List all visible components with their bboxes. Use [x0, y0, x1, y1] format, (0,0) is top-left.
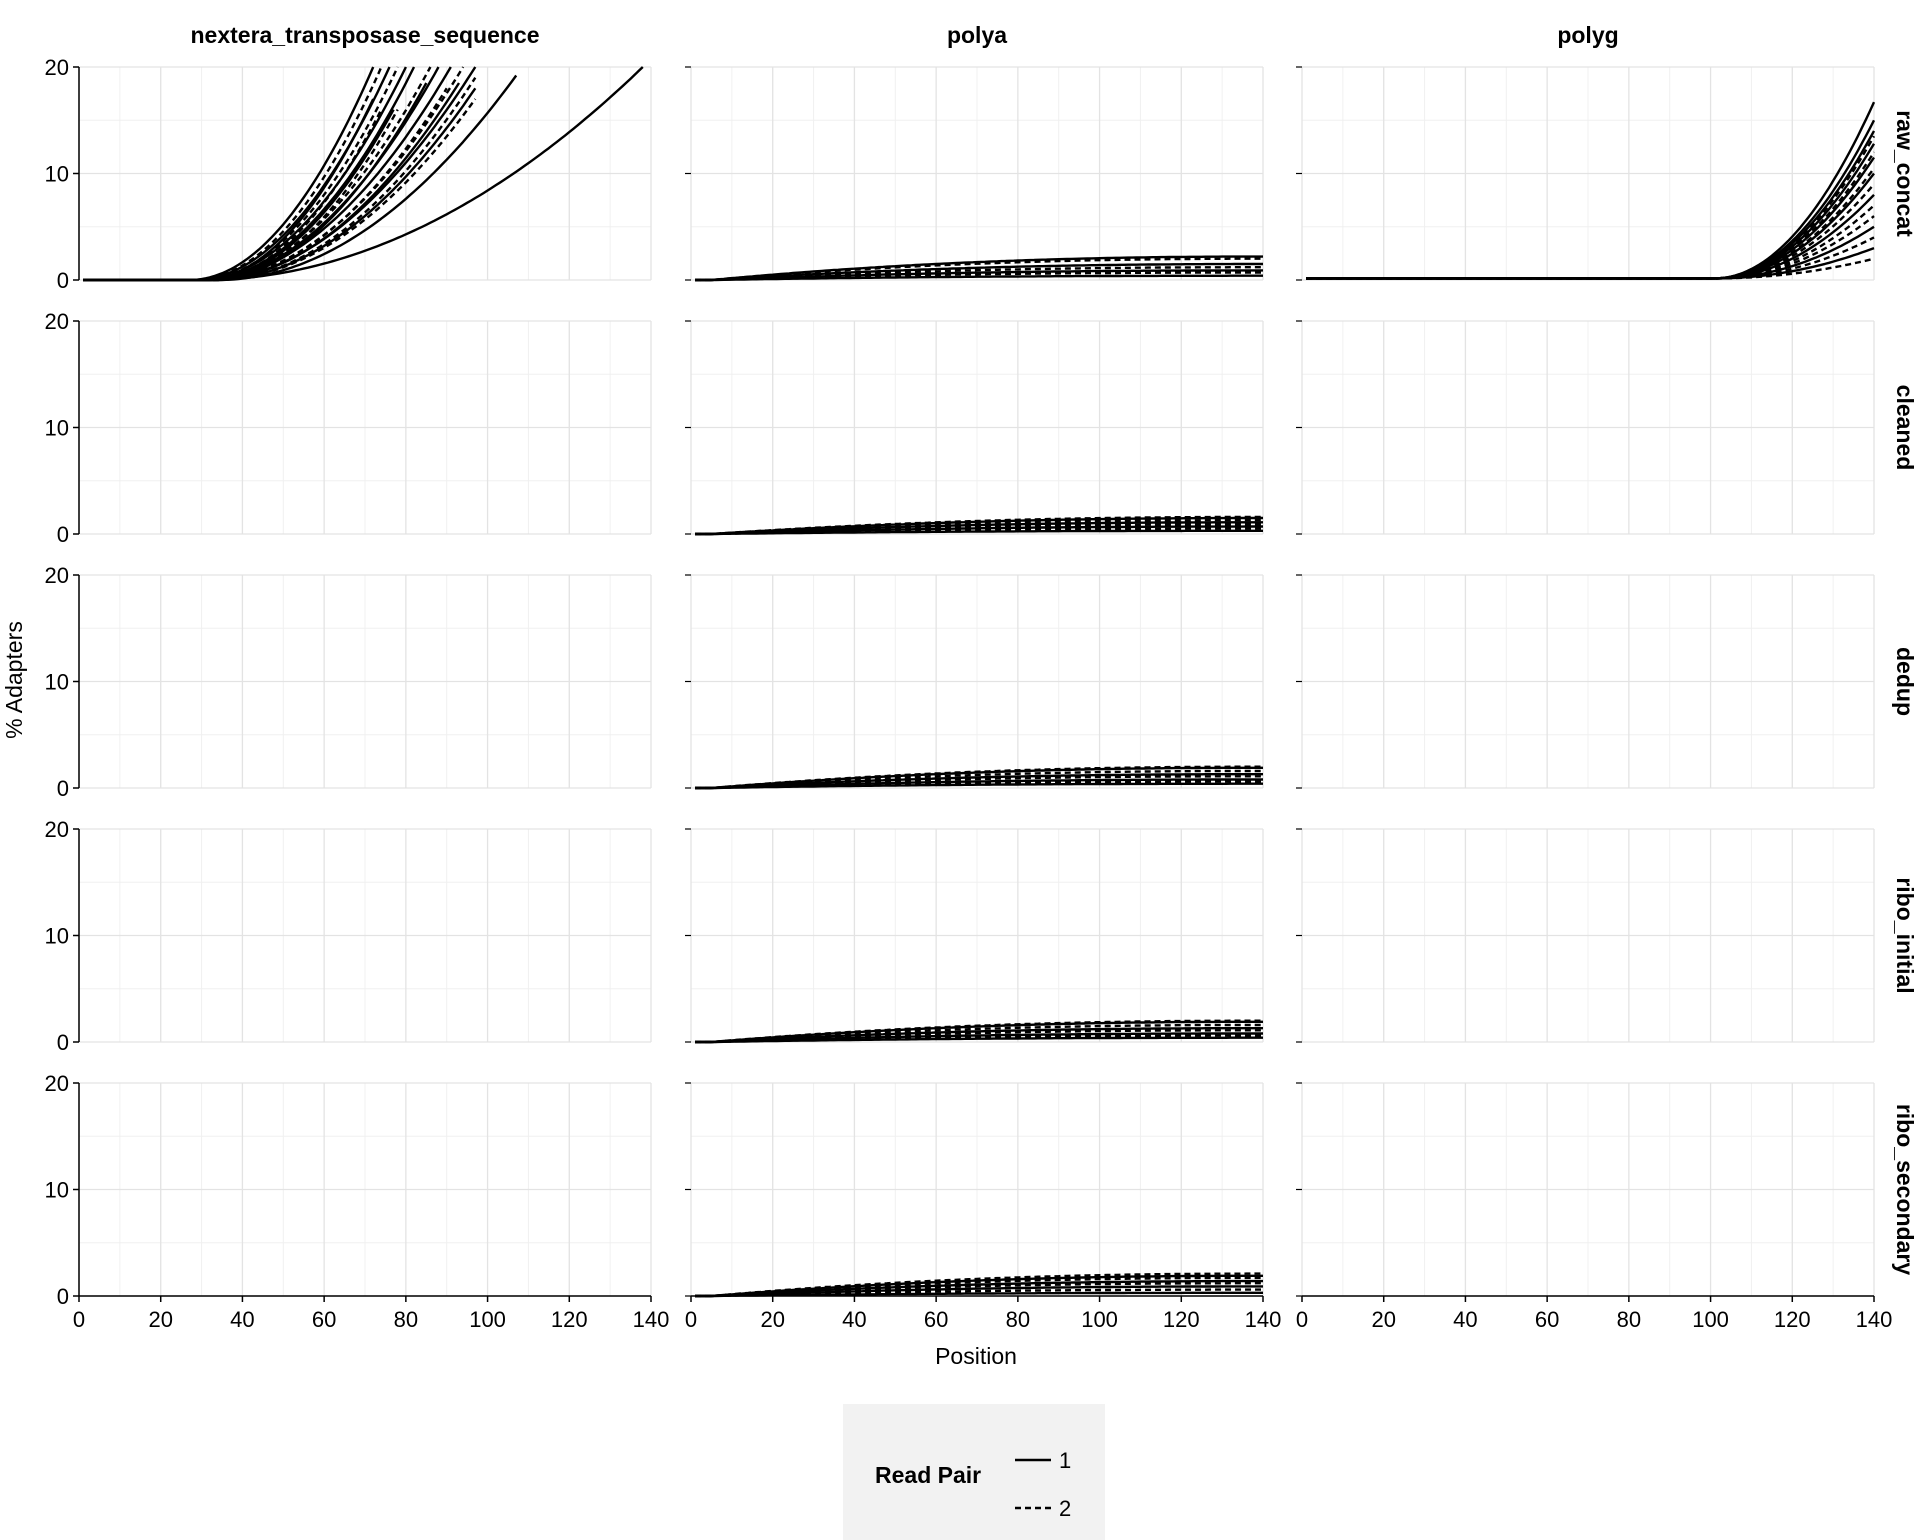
y-tick-label: 20: [45, 309, 69, 334]
y-tick-label: 10: [45, 162, 69, 187]
legend-title: Read Pair: [875, 1462, 982, 1488]
legend-key-dashed: [1015, 1506, 1051, 1510]
x-tick-label: 100: [469, 1307, 506, 1332]
facet-column-title-polyg: polyg: [1557, 22, 1618, 48]
x-tick-label: 60: [1535, 1307, 1559, 1332]
series-line-polya-raw-concat-6: [695, 274, 1263, 282]
facet-row-title-cleaned: cleaned: [1892, 385, 1918, 471]
series-line-nextera-transposase-sequence-raw-concat-11: [83, 98, 375, 282]
series-line-nextera-transposase-sequence-raw-concat-15: [83, 82, 428, 282]
series-line-polya-dedup-7: [695, 782, 1263, 790]
legend: Read Pair 1 2: [843, 1404, 1105, 1540]
y-tick-label: 10: [45, 924, 69, 949]
x-axis-title: Position: [935, 1343, 1017, 1369]
y-tick-label: 0: [57, 776, 69, 801]
series-line-polya-ribo-initial-7: [695, 1036, 1263, 1044]
y-tick-label: 0: [57, 1284, 69, 1309]
x-tick-label: 40: [230, 1307, 254, 1332]
y-tick-label: 20: [45, 563, 69, 588]
x-tick-label: 120: [1774, 1307, 1811, 1332]
x-tick-label: 20: [1371, 1307, 1395, 1332]
series-line-polya-cleaned-7: [695, 529, 1263, 536]
y-tick-label: 10: [45, 1178, 69, 1203]
facet-column-title-polya: polya: [947, 22, 1007, 48]
facet-column-title-nextera-transposase-sequence: nextera_transposase_sequence: [190, 22, 539, 48]
x-tick-label: 100: [1692, 1307, 1729, 1332]
legend-key-solid: [1015, 1458, 1051, 1462]
y-axis-title: % Adapters: [1, 621, 27, 739]
legend-label-2: 2: [1059, 1496, 1072, 1521]
legend-item-read-pair-2: 2: [1013, 1496, 1093, 1522]
x-tick-label: 120: [551, 1307, 588, 1332]
series-line-polya-raw-concat-1: [695, 257, 1263, 282]
x-tick-label: 120: [1163, 1307, 1200, 1332]
x-tick-label: 140: [633, 1307, 670, 1332]
y-tick-label: 20: [45, 1071, 69, 1096]
x-tick-label: 140: [1245, 1307, 1282, 1332]
x-tick-label: 0: [73, 1307, 85, 1332]
x-tick-label: 60: [312, 1307, 336, 1332]
y-tick-label: 0: [57, 522, 69, 547]
y-tick-label: 0: [57, 268, 69, 293]
x-tick-label: 60: [924, 1307, 948, 1332]
x-tick-label: 140: [1856, 1307, 1893, 1332]
facet-row-title-ribo-initial: ribo_initial: [1892, 877, 1918, 993]
y-tick-label: 20: [45, 817, 69, 842]
series-line-nextera-transposase-sequence-raw-concat-12: [83, 109, 383, 282]
x-tick-label: 0: [1296, 1307, 1308, 1332]
x-tick-label: 100: [1081, 1307, 1118, 1332]
legend-item-read-pair-1: 1: [1013, 1448, 1093, 1474]
y-tick-label: 10: [45, 670, 69, 695]
x-tick-label: 0: [685, 1307, 697, 1332]
x-tick-label: 80: [394, 1307, 418, 1332]
y-tick-label: 10: [45, 416, 69, 441]
legend-label-1: 1: [1059, 1448, 1072, 1473]
x-tick-label: 20: [760, 1307, 784, 1332]
x-tick-label: 40: [842, 1307, 866, 1332]
y-tick-label: 0: [57, 1030, 69, 1055]
series-line-polyg-raw-concat-16: [1306, 257, 1875, 280]
x-tick-label: 80: [1617, 1307, 1641, 1332]
x-tick-label: 40: [1453, 1307, 1477, 1332]
series-line-polya-ribo-secondary-7: [695, 1291, 1263, 1298]
facet-row-title-ribo-secondary: ribo_secondary: [1892, 1104, 1918, 1275]
y-tick-label: 20: [45, 55, 69, 80]
facet-row-title-raw-concat: raw_concat: [1892, 110, 1918, 237]
series-line-nextera-transposase-sequence-raw-concat-22: [83, 66, 644, 282]
series-line-polyg-raw-concat-4: [1306, 143, 1876, 280]
series-line-nextera-transposase-sequence-raw-concat-21: [83, 74, 518, 282]
x-tick-label: 80: [1006, 1307, 1030, 1332]
x-tick-label: 20: [148, 1307, 172, 1332]
facet-row-title-dedup: dedup: [1892, 647, 1918, 716]
